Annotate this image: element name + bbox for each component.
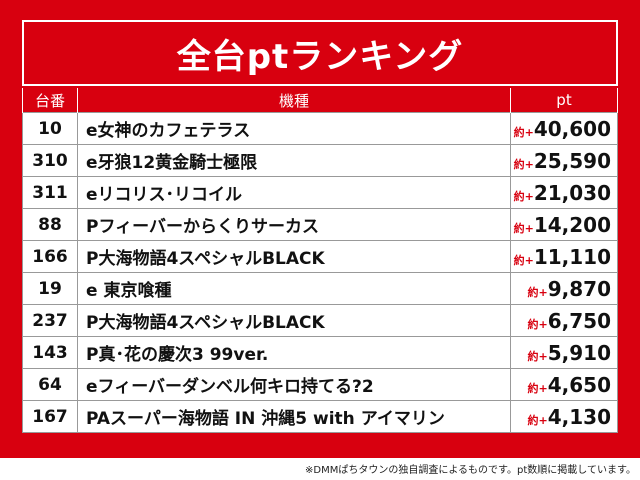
- pt-cell: 約+14,200: [510, 208, 618, 241]
- machine-name: eフィーバーダンベル何キロ持てる?2: [77, 368, 511, 401]
- column-header: 台番: [22, 88, 78, 113]
- machine-number: 237: [22, 304, 78, 337]
- footnote: ※DMMぱちタウンの独自調査によるものです。pt数順に掲載しています。: [304, 465, 636, 476]
- pt-cell: 約+6,750: [510, 304, 618, 337]
- column-header: 機種: [77, 88, 511, 113]
- table-row: 143 P真･花の慶次3 99ver. 約+5,910: [22, 336, 618, 369]
- pt-prefix: 約+: [513, 125, 534, 139]
- pt-prefix: 約+: [527, 317, 548, 331]
- pt-value: 9,870: [547, 276, 611, 301]
- pt-prefix: 約+: [513, 189, 534, 203]
- machine-name: P大海物語4スペシャルBLACK: [77, 304, 511, 337]
- machine-name: eリコリス･リコイル: [77, 176, 511, 209]
- pt-prefix: 約+: [527, 381, 548, 395]
- pt-cell: 約+5,910: [510, 336, 618, 369]
- pt-prefix: 約+: [527, 413, 548, 427]
- machine-number: 310: [22, 144, 78, 177]
- pt-prefix: 約+: [513, 157, 534, 171]
- pt-value: 4,130: [547, 404, 611, 429]
- pt-prefix: 約+: [513, 221, 534, 235]
- machine-number: 19: [22, 272, 78, 305]
- machine-name: Pフィーバーからくりサーカス: [77, 208, 511, 241]
- pt-value: 11,110: [533, 244, 611, 269]
- pt-cell: 約+9,870: [510, 272, 618, 305]
- machine-name: P真･花の慶次3 99ver.: [77, 336, 511, 369]
- pt-value: 14,200: [533, 212, 611, 237]
- table-row: 10 e女神のカフェテラス 約+40,600: [22, 112, 618, 145]
- pt-value: 6,750: [547, 308, 611, 333]
- table-row: 166 P大海物語4スペシャルBLACK 約+11,110: [22, 240, 618, 273]
- table-row: 64 eフィーバーダンベル何キロ持てる?2 約+4,650: [22, 368, 618, 401]
- pt-value: 4,650: [547, 372, 611, 397]
- machine-name: PAスーパー海物語 IN 沖縄5 with アイマリン: [77, 400, 511, 433]
- pt-prefix: 約+: [527, 349, 548, 363]
- column-header: pt: [510, 88, 618, 113]
- machine-number: 311: [22, 176, 78, 209]
- machine-number: 10: [22, 112, 78, 145]
- pt-value: 21,030: [533, 180, 611, 205]
- pt-value: 25,590: [533, 148, 611, 173]
- pt-cell: 約+21,030: [510, 176, 618, 209]
- machine-number: 64: [22, 368, 78, 401]
- table-row: 19 e 東京喰種 約+9,870: [22, 272, 618, 305]
- pt-cell: 約+4,130: [510, 400, 618, 433]
- machine-number: 166: [22, 240, 78, 273]
- pt-value: 5,910: [547, 340, 611, 365]
- machine-name: e 東京喰種: [77, 272, 511, 305]
- pt-prefix: 約+: [513, 253, 534, 267]
- table-row: 237 P大海物語4スペシャルBLACK 約+6,750: [22, 304, 618, 337]
- pt-cell: 約+11,110: [510, 240, 618, 273]
- table-row: 311 eリコリス･リコイル 約+21,030: [22, 176, 618, 209]
- machine-name: P大海物語4スペシャルBLACK: [77, 240, 511, 273]
- pt-prefix: 約+: [527, 285, 548, 299]
- machine-number: 88: [22, 208, 78, 241]
- machine-number: 143: [22, 336, 78, 369]
- ranking-table: 台番 機種 pt 10 e女神のカフェテラス 約+40,600 310 e牙狼12黄金騎…: [22, 88, 618, 433]
- frame: 全台ptランキング 台番 機種 pt 10 e女神のカフェテラス 約+40,600 3…: [0, 0, 640, 458]
- pt-cell: 約+25,590: [510, 144, 618, 177]
- machine-number: 167: [22, 400, 78, 433]
- machine-name: e牙狼12黄金騎士極限: [77, 144, 511, 177]
- table-row: 88 Pフィーバーからくりサーカス 約+14,200: [22, 208, 618, 241]
- pt-cell: 約+40,600: [510, 112, 618, 145]
- machine-name: e女神のカフェテラス: [77, 112, 511, 145]
- title: 全台ptランキング: [22, 20, 618, 86]
- pt-value: 40,600: [533, 116, 611, 141]
- table-row: 310 e牙狼12黄金騎士極限 約+25,590: [22, 144, 618, 177]
- table-row: 167 PAスーパー海物語 IN 沖縄5 with アイマリン 約+4,130: [22, 400, 618, 433]
- pt-cell: 約+4,650: [510, 368, 618, 401]
